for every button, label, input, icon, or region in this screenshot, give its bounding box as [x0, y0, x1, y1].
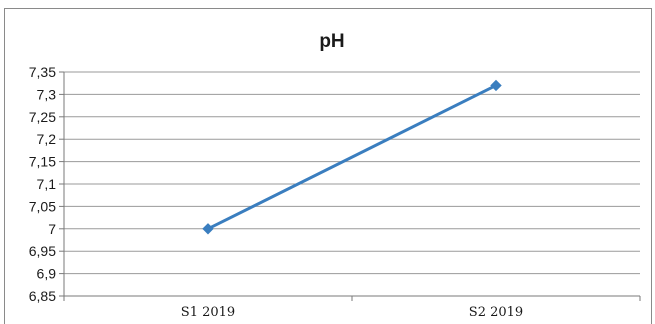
x-axis-ticks: S1 2019 S2 2019	[181, 305, 523, 320]
data-point	[490, 79, 502, 92]
data-point	[202, 223, 214, 235]
y-axis-ticks: 6,85 6,9 6,95 7 7,05 7,1 7,15 7,2 7,25 7,3 7,35	[29, 64, 56, 304]
series-layer	[202, 79, 502, 235]
y-tick-label: 6,85	[29, 288, 56, 304]
axes	[59, 71, 641, 301]
y-tick-label: 7,15	[29, 154, 56, 170]
y-tick-label: 7,05	[29, 198, 56, 214]
y-tick-label: 7,1	[37, 176, 57, 192]
chart-frame	[4, 8, 652, 324]
y-tick-label: 7,2	[37, 131, 57, 147]
y-tick-label: 7,25	[29, 109, 56, 125]
x-tick-label: S1 2019	[181, 305, 235, 320]
chart-title: pH	[319, 31, 344, 52]
series-line	[207, 84, 497, 231]
x-tick-label: S2 2019	[469, 305, 523, 320]
y-tick-label: 7,3	[37, 86, 57, 102]
y-tick-label: 7	[48, 221, 56, 237]
y-tick-label: 6,9	[37, 266, 57, 282]
y-tick-label: 7,35	[29, 64, 56, 80]
gridlines	[64, 71, 640, 275]
y-tick-label: 6,95	[29, 243, 56, 259]
